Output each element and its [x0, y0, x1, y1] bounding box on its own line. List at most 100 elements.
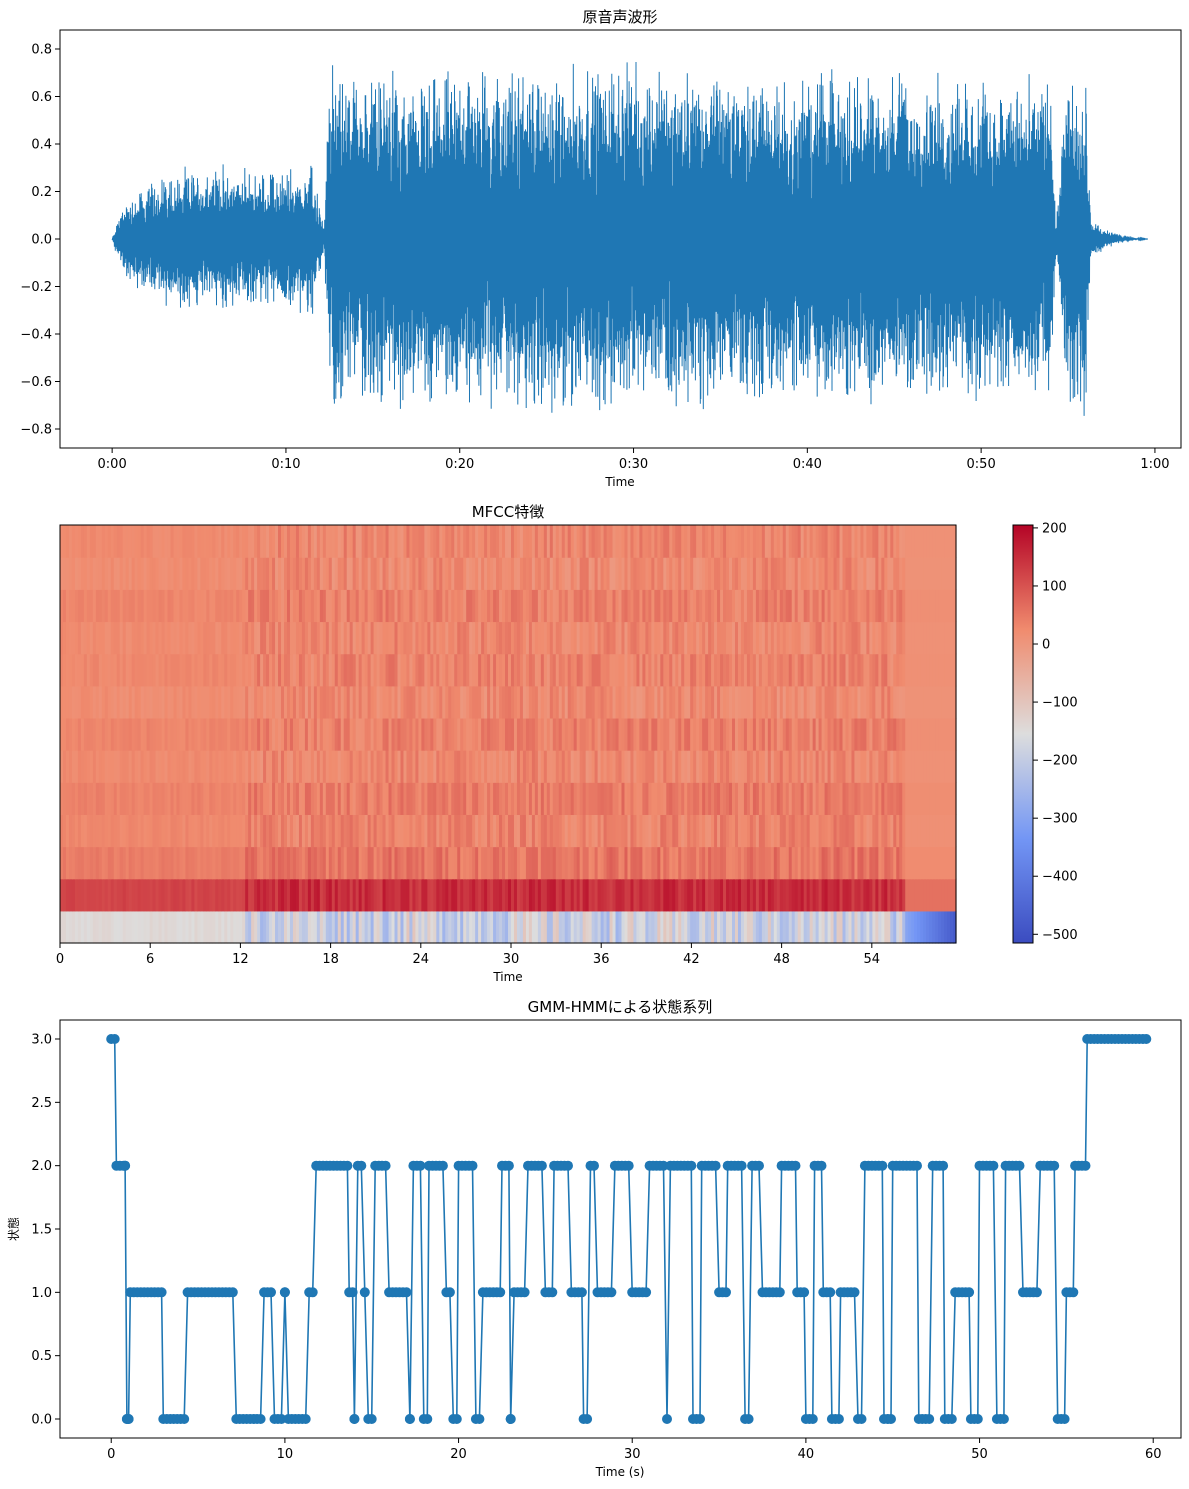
- mfcc-cell: [131, 621, 136, 655]
- mfcc-cell: [233, 782, 237, 815]
- mfcc-cell: [451, 717, 455, 751]
- mfcc-cell: [863, 910, 867, 944]
- mfcc-cell: [409, 782, 414, 815]
- mfcc-cell: [433, 589, 437, 623]
- mfcc-cell: [905, 878, 909, 912]
- mfcc-cell: [663, 814, 667, 848]
- mfcc-cell: [609, 621, 614, 655]
- mfcc-cell: [418, 557, 422, 590]
- mfcc-cell: [403, 910, 408, 944]
- mfcc-cell: [409, 878, 414, 912]
- mfcc-cell: [537, 589, 542, 623]
- mfcc-cell: [146, 878, 151, 912]
- mfcc-title: MFCC特徴: [472, 503, 545, 521]
- mfcc-cell: [266, 878, 270, 912]
- mfcc-cell: [597, 750, 602, 783]
- mfcc-cell: [307, 878, 312, 912]
- mfcc-cell: [454, 557, 458, 590]
- mfcc-cell: [549, 557, 554, 590]
- mfcc-cell: [663, 782, 667, 815]
- mfcc-cell: [573, 525, 578, 558]
- mfcc-cell: [122, 814, 127, 848]
- mfcc-cell: [301, 653, 306, 687]
- mfcc-cell: [630, 814, 635, 848]
- mfcc-cell: [869, 653, 873, 687]
- mfcc-cell: [370, 621, 375, 655]
- mfcc-cell: [636, 814, 641, 848]
- mfcc-cell: [361, 878, 366, 912]
- mfcc-cell: [89, 653, 94, 687]
- state-point: [547, 1287, 558, 1298]
- mfcc-cell: [740, 717, 745, 751]
- mfcc-cell: [699, 557, 703, 590]
- mfcc-cell: [146, 814, 151, 848]
- mfcc-cell: [340, 782, 345, 815]
- mfcc-cell: [233, 589, 237, 623]
- mfcc-cell: [140, 653, 145, 687]
- mfcc-cell: [714, 814, 718, 848]
- mfcc-cell: [137, 557, 142, 590]
- mfcc-cell: [469, 878, 473, 912]
- mfcc-cell: [188, 814, 193, 848]
- mfcc-cell: [122, 910, 127, 944]
- mfcc-cell: [923, 557, 927, 590]
- mfcc-cell: [310, 653, 315, 687]
- mfcc-cell: [782, 525, 787, 558]
- mfcc-cell: [890, 814, 894, 848]
- state-point: [774, 1287, 785, 1298]
- mfcc-cell: [522, 878, 527, 912]
- mfcc-cell: [337, 621, 342, 655]
- mfcc-cell: [236, 878, 240, 912]
- mfcc-cell: [445, 750, 449, 783]
- mfcc-cell: [427, 525, 431, 558]
- mfcc-cell: [734, 846, 739, 880]
- mfcc-cell: [496, 589, 500, 623]
- mfcc-cell: [585, 653, 590, 687]
- mfcc-cell: [322, 717, 327, 751]
- mfcc-cell: [490, 621, 494, 655]
- mfcc-cell: [80, 717, 85, 751]
- mfcc-cell: [908, 717, 912, 751]
- mfcc-cell: [711, 717, 715, 751]
- mfcc-cell: [149, 846, 154, 880]
- mfcc-cell: [755, 685, 760, 719]
- mfcc-cell: [806, 621, 811, 655]
- mfcc-cell: [373, 878, 378, 912]
- mfcc-cell: [836, 525, 841, 558]
- mfcc-cell: [376, 814, 381, 848]
- mfcc-cell: [941, 525, 945, 558]
- mfcc-cell: [146, 653, 151, 687]
- mfcc-cell: [615, 750, 620, 783]
- mfcc-cell: [239, 653, 243, 687]
- mfcc-cell: [328, 557, 333, 590]
- mfcc-cell: [349, 653, 354, 687]
- mfcc-cell: [224, 557, 228, 590]
- mfcc-cell: [923, 782, 927, 815]
- mfcc-cell: [776, 750, 781, 783]
- mfcc-cell: [726, 621, 730, 655]
- mfcc-cell: [914, 557, 918, 590]
- mfcc-cell: [881, 589, 885, 623]
- mfcc-cell: [457, 557, 461, 590]
- mfcc-cell: [618, 525, 623, 558]
- mfcc-cell: [143, 910, 148, 944]
- mfcc-cell: [71, 814, 76, 848]
- mfcc-cell: [394, 750, 399, 783]
- mfcc-cell: [663, 525, 667, 558]
- mfcc-cell: [367, 717, 372, 751]
- mfcc-cell: [737, 685, 742, 719]
- mfcc-cell: [418, 717, 422, 751]
- mfcc-cell: [119, 621, 124, 655]
- mfcc-cell: [842, 717, 847, 751]
- mfcc-cell: [496, 653, 500, 687]
- mfcc-cell: [149, 589, 154, 623]
- mfcc-cell: [83, 589, 88, 623]
- mfcc-cell: [505, 846, 509, 880]
- mfcc-cell: [281, 782, 285, 815]
- mfcc-cell: [254, 782, 258, 815]
- mfcc-cell: [454, 653, 458, 687]
- mfcc-cell: [779, 525, 784, 558]
- mfcc-cell: [209, 525, 213, 558]
- mfcc-cell: [702, 525, 706, 558]
- mfcc-cell: [397, 814, 402, 848]
